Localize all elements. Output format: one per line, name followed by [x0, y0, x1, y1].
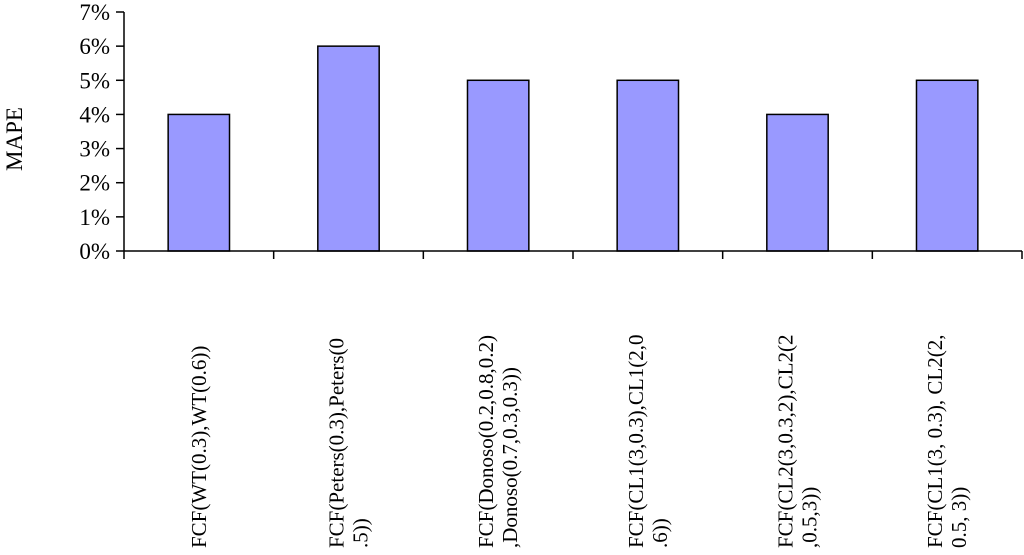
- x-axis: [123, 250, 1023, 259]
- x-category-label: FCF(Peters(0.3),Peters(0: [325, 338, 349, 548]
- x-category-label: FCF(CL1(3, 0.3), CL2(2,: [923, 334, 947, 548]
- y-axis-title: MAPE: [2, 107, 27, 171]
- x-category-label: .6)): [648, 518, 672, 548]
- y-tick-label: 0%: [79, 239, 110, 264]
- bar: [317, 45, 380, 252]
- x-category-label: FCF(CL2(3,0.3,2),CL2(2: [774, 334, 798, 548]
- x-category-label: FCF(Donoso(0.2,0.8,0.2): [474, 335, 498, 548]
- y-tick-label: 7%: [79, 0, 110, 25]
- x-category-label: 0.5, 3)): [947, 487, 971, 548]
- bar: [466, 79, 530, 252]
- bar: [616, 79, 680, 252]
- x-category-label: ,0.5,3)): [798, 487, 822, 548]
- y-tick-label: 4%: [79, 102, 110, 127]
- bar: [915, 79, 979, 252]
- y-tick-label: 5%: [79, 68, 110, 93]
- x-category-label: .5)): [349, 518, 373, 548]
- y-tick-label: 3%: [79, 137, 110, 162]
- x-category-label: FCF(CL1(3,0.3),CL1(2,0: [624, 334, 648, 548]
- bars: [167, 45, 979, 252]
- y-tick-label: 2%: [79, 171, 110, 196]
- bar: [167, 113, 231, 252]
- x-category-label: ,Donoso(0.7,0.3,0.3)): [498, 367, 522, 548]
- category-labels: FCF(WT(0.3),WT(0.6)) FCF(Peters(0.3),Pete…: [187, 334, 971, 548]
- y-tick-label: 6%: [79, 34, 110, 59]
- y-axis: 0% 1% 2% 3% 4% 5% 6% 7%: [79, 0, 125, 264]
- y-tick-label: 1%: [79, 205, 110, 230]
- x-category-label: FCF(WT(0.3),WT(0.6)): [187, 346, 211, 548]
- bar: [766, 113, 829, 252]
